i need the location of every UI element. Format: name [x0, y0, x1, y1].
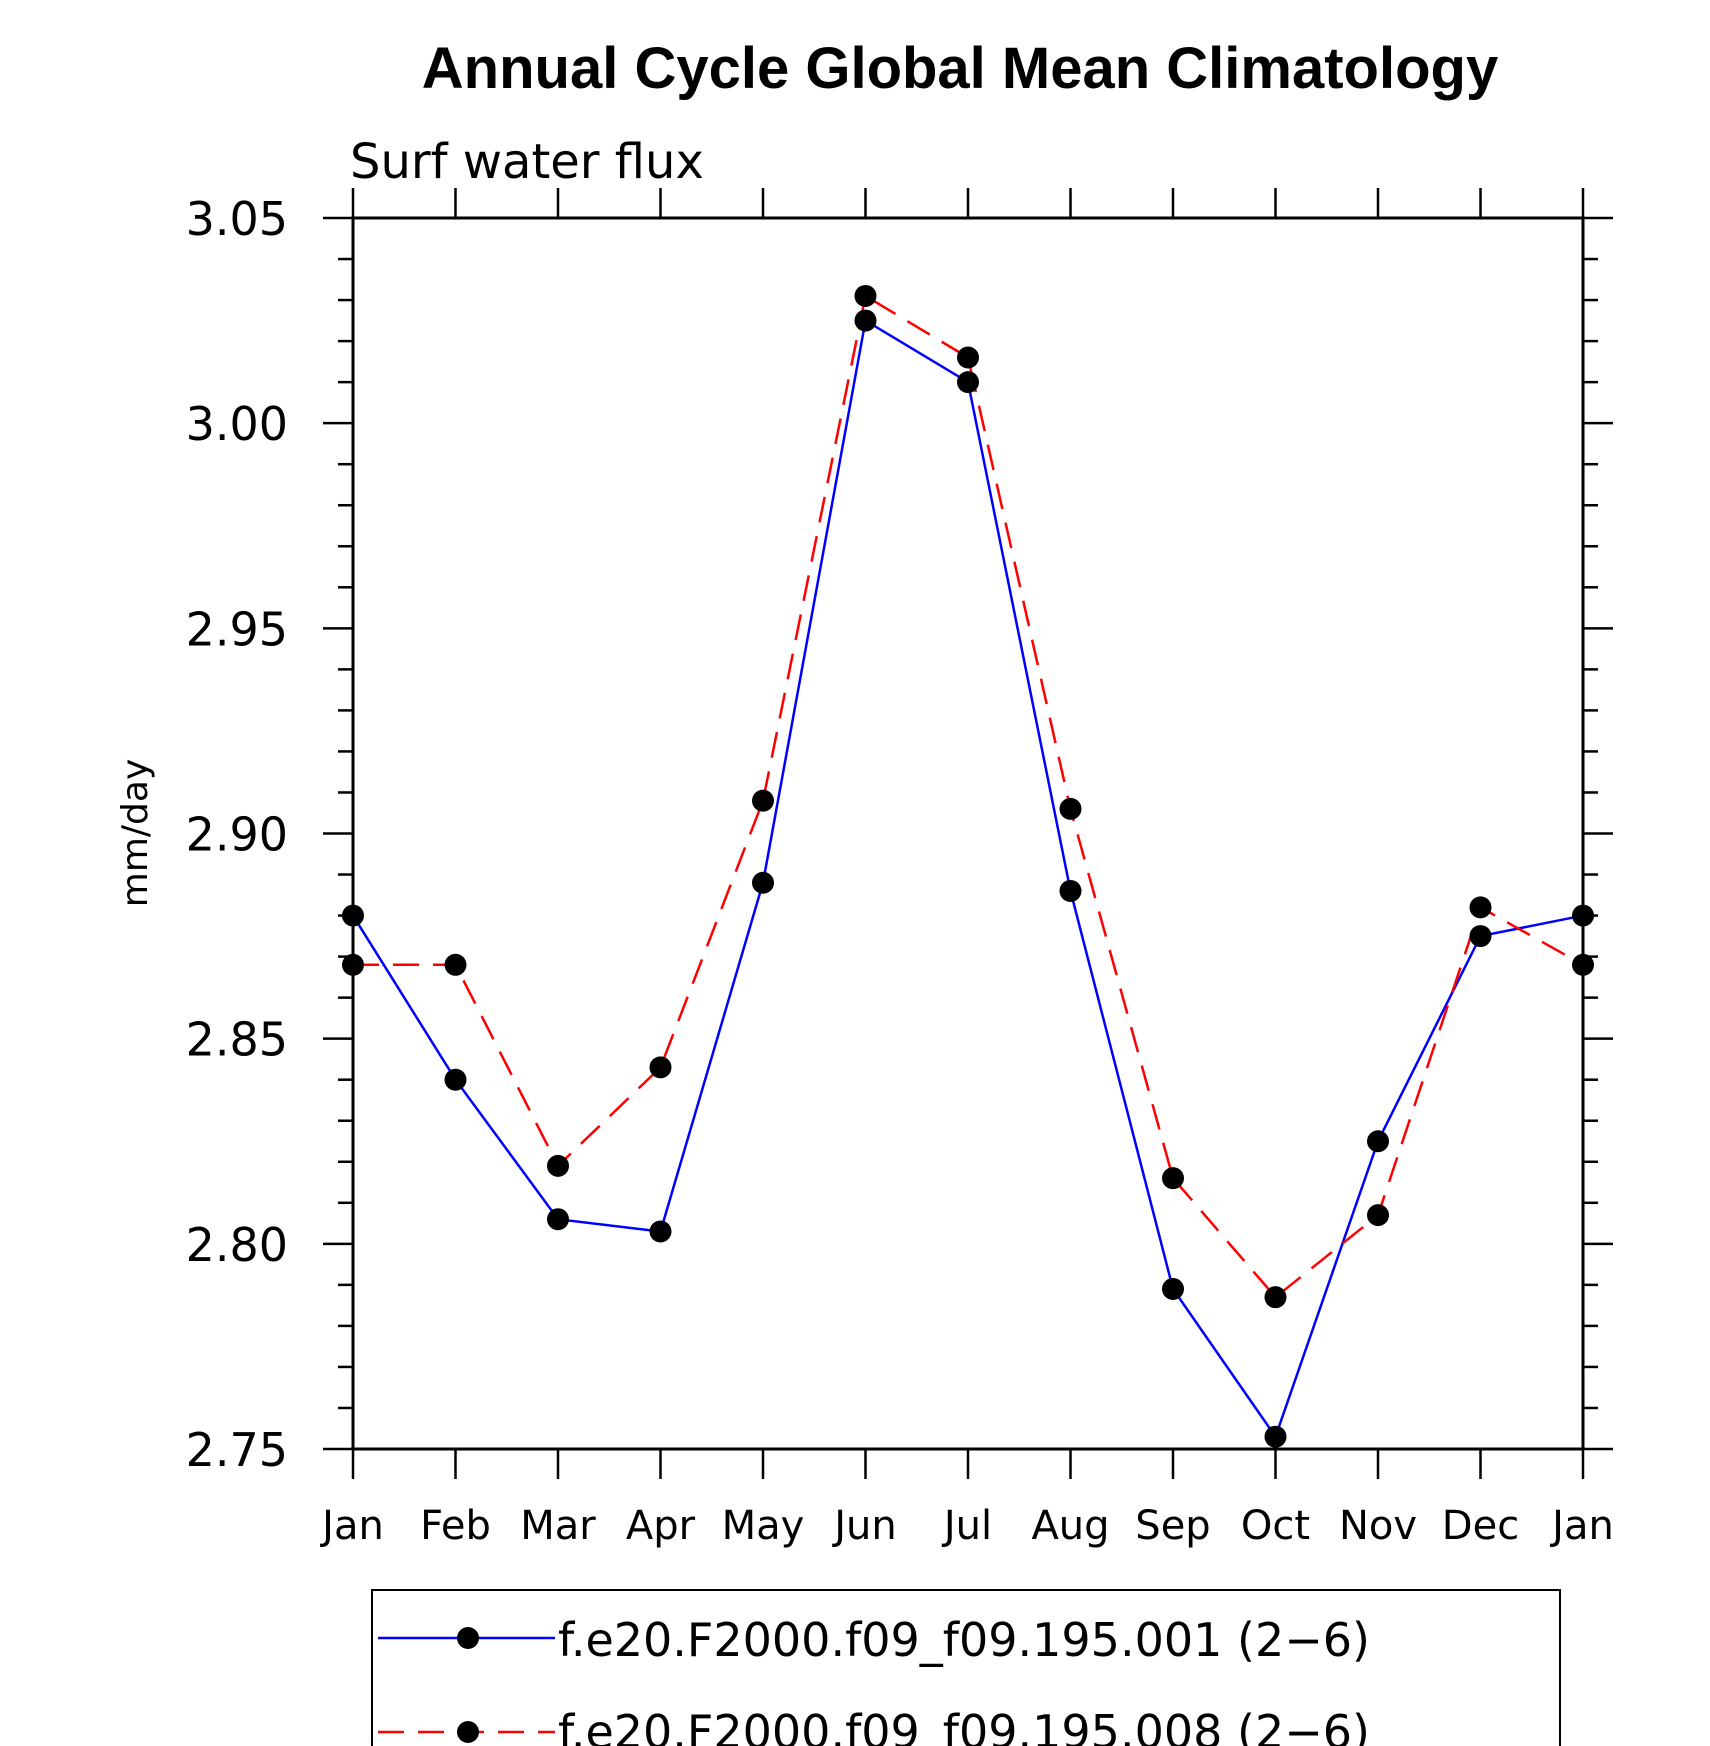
x-tick-label: Nov [1339, 1503, 1417, 1549]
series-2-point [1059, 797, 1082, 820]
series-1-point [342, 904, 364, 927]
series-1-point [649, 1220, 672, 1243]
x-tick-label: Dec [1442, 1503, 1519, 1549]
y-tick-label: 3.00 [186, 397, 288, 451]
x-tick-label: Feb [420, 1503, 491, 1549]
legend-label-series-1: f.e20.F2000.f09_f09.195.001 (2−6) [558, 1613, 1370, 1667]
x-tick-label: Jun [831, 1503, 897, 1549]
series-1-point [1367, 1130, 1389, 1153]
series-2-point [752, 789, 774, 812]
series-2-point [649, 1056, 672, 1079]
x-tick-label: Apr [626, 1503, 696, 1549]
chart-title: Annual Cycle Global Mean Climatology [422, 36, 1498, 101]
x-tick-label: Jul [941, 1503, 992, 1549]
series-line-1 [351, 318, 1584, 1440]
y-axis-label: mm/day [115, 759, 156, 907]
series-line-2 [353, 293, 1584, 1299]
series-2-point [1572, 953, 1594, 976]
y-tick-label: 2.85 [186, 1013, 288, 1067]
series-2-point [342, 953, 364, 976]
series-2-point [1367, 1204, 1389, 1227]
x-tick-label: May [722, 1503, 805, 1549]
legend-label-series-2: f.e20.F2000.f09_f09.195.008 (2−6) [558, 1705, 1370, 1746]
legend-marker-series-1 [457, 1627, 479, 1649]
series-1-point [1162, 1277, 1184, 1300]
series-2-point [444, 953, 467, 976]
x-tick-label: Mar [520, 1503, 596, 1549]
x-tick-label: Jan [1549, 1503, 1614, 1549]
plot-axes [323, 188, 1613, 1479]
legend: f.e20.F2000.f09_f09.195.001 (2−6) f.e20.… [371, 1589, 1561, 1746]
series-2-point [957, 346, 979, 369]
chart-subtitle: Surf water flux [350, 134, 704, 190]
legend-marker-series-2 [457, 1721, 479, 1743]
series-1-point [752, 871, 774, 894]
plot-frame [351, 216, 1585, 1451]
series-2-point [1264, 1286, 1287, 1309]
y-tick-label: 2.95 [186, 602, 288, 656]
x-tick-label: Aug [1031, 1503, 1109, 1549]
series-2-point [1162, 1167, 1184, 1190]
y-tick-label: 2.75 [186, 1423, 288, 1477]
series-1-point [957, 371, 979, 394]
series-2-point [1469, 896, 1492, 919]
series-1-point [1572, 904, 1594, 927]
x-tick-labels: Jan Feb Mar Apr May Jun Jul Aug Sep Oct Nov Dec Jan [319, 1503, 1614, 1549]
series-1-point [1264, 1425, 1287, 1448]
y-tick-labels: 2.75 2.80 2.85 2.90 2.95 3.00 3.05 [186, 192, 288, 1477]
legend-box [371, 1589, 1561, 1746]
y-tick-label: 2.80 [186, 1218, 288, 1272]
series-lines [351, 293, 1584, 1440]
x-tick-label: Sep [1135, 1503, 1210, 1549]
x-tick-label: Jan [319, 1503, 384, 1549]
x-tick-label: Oct [1241, 1503, 1310, 1549]
series-2-point [854, 284, 877, 307]
series-1-point [547, 1208, 569, 1231]
series-1-point [854, 309, 877, 332]
series-points [342, 284, 1594, 1448]
series-1-point [1469, 925, 1492, 948]
series-1-point [1059, 879, 1082, 902]
y-tick-label: 2.90 [186, 808, 288, 862]
series-1-point [444, 1068, 467, 1091]
series-2-point [547, 1154, 569, 1177]
y-tick-label: 3.05 [186, 192, 288, 246]
